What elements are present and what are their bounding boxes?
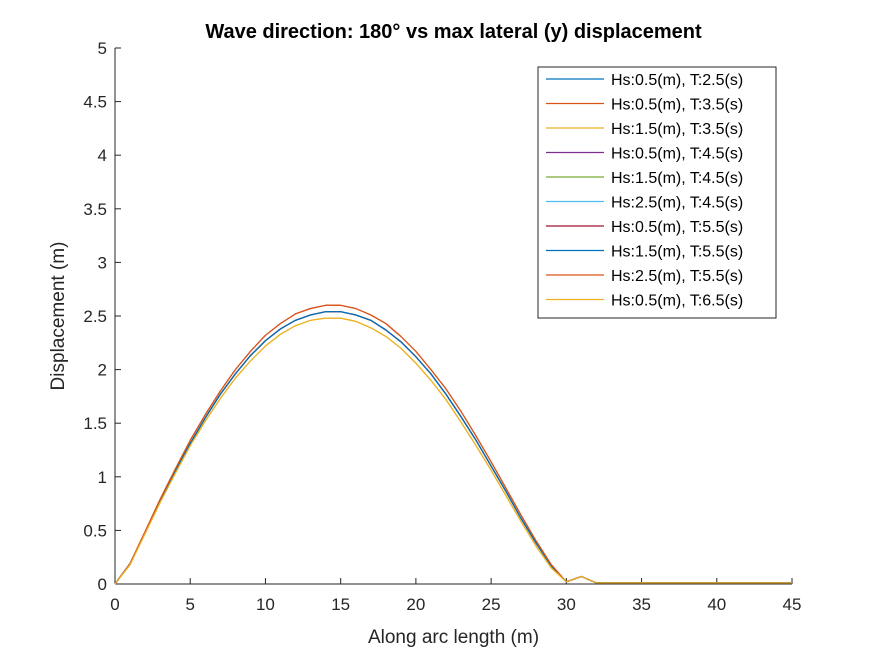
- x-tick-label: 5: [185, 595, 194, 614]
- legend-entry-label: Hs:0.5(m), T:6.5(s): [611, 293, 743, 310]
- legend-entry-label: Hs:0.5(m), T:5.5(s): [611, 219, 743, 236]
- y-tick-label: 5: [98, 39, 107, 58]
- x-tick-label: 0: [110, 595, 119, 614]
- series-line-1: [114, 311, 792, 585]
- y-tick-label: 3.5: [83, 200, 107, 219]
- series-line-6: [114, 311, 792, 585]
- x-tick-label: 40: [707, 595, 726, 614]
- series-line-8: [114, 311, 792, 585]
- x-tick-label: 30: [557, 595, 576, 614]
- series-line-2: [114, 304, 792, 585]
- x-tick-label: 10: [256, 595, 275, 614]
- series-line-3: [114, 317, 792, 585]
- y-tick-label: 4: [98, 146, 107, 165]
- x-tick-label: 15: [331, 595, 350, 614]
- series-lines: [114, 304, 792, 585]
- series-line-10: [114, 317, 792, 585]
- series-line-4: [114, 311, 792, 585]
- legend-entry-label: Hs:2.5(m), T:5.5(s): [611, 268, 743, 285]
- x-tick-label: 20: [406, 595, 425, 614]
- y-tick-label: 1.5: [83, 414, 107, 433]
- legend-box: [537, 66, 777, 319]
- series-line-5: [114, 311, 792, 585]
- y-tick-label: 4.5: [83, 93, 107, 112]
- legend-entry-label: Hs:1.5(m), T:3.5(s): [611, 121, 743, 138]
- y-tick-label: 0: [98, 575, 107, 594]
- y-tick-label: 2: [98, 361, 107, 380]
- legend-entry-label: Hs:0.5(m), T:4.5(s): [611, 146, 743, 163]
- x-tick-label: 35: [632, 595, 651, 614]
- legend-entry-label: Hs:0.5(m), T:2.5(s): [611, 72, 743, 89]
- legend-entry-label: Hs:2.5(m), T:4.5(s): [611, 195, 743, 212]
- x-tick-label: 25: [482, 595, 501, 614]
- x-tick-label: 45: [783, 595, 802, 614]
- series-line-7: [114, 311, 792, 585]
- legend: Hs:0.5(m), T:2.5(s) Hs:0.5(m), T:3.5(s) Hs…: [537, 66, 777, 319]
- y-tick-label: 0.5: [83, 521, 107, 540]
- axes: 0 5 10 15 20 25 30 35 40 45 0 0.5 1 1.5 2 2.5 3 3.5 4 4.5 5: [83, 39, 801, 614]
- x-axis-label: Along arc length (m): [368, 627, 539, 648]
- y-tick-label: 2.5: [83, 307, 107, 326]
- legend-entry-label: Hs:1.5(m), T:5.5(s): [611, 244, 743, 261]
- y-tick-label: 3: [98, 253, 107, 272]
- y-tick-label: 1: [98, 468, 107, 487]
- chart-title: Wave direction: 180° vs max lateral (y) …: [205, 21, 702, 43]
- legend-entry-label: Hs:0.5(m), T:3.5(s): [611, 97, 743, 114]
- series-line-9: [114, 304, 792, 585]
- y-axis-label: Displacement (m): [48, 242, 69, 391]
- legend-entry-label: Hs:1.5(m), T:4.5(s): [611, 170, 743, 187]
